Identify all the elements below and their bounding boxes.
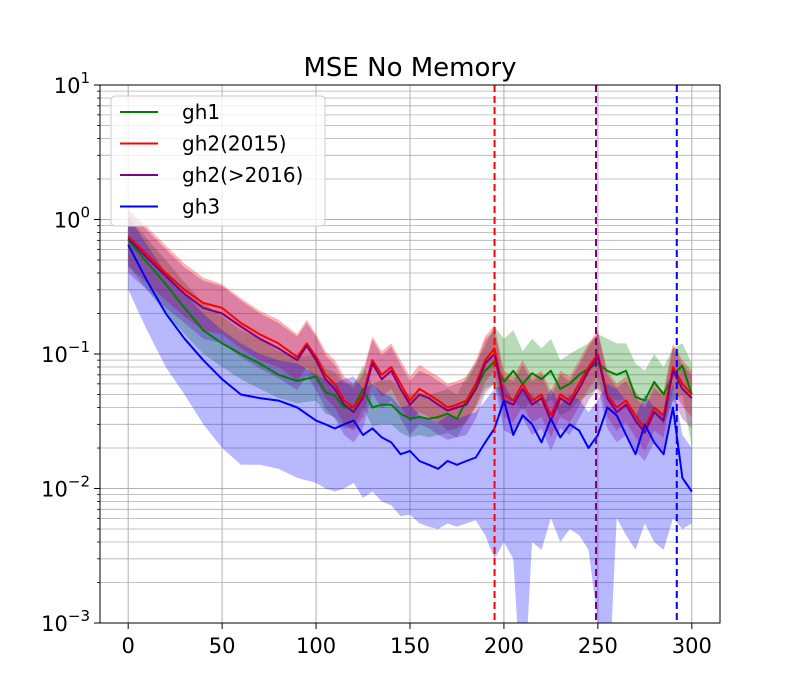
x-axis: 0 50 100 150 200 250 300: [121, 623, 712, 658]
x-tick-label: 200: [484, 634, 524, 658]
x-tick-label: 150: [390, 634, 430, 658]
vertical-markers: [493, 85, 678, 623]
legend-label: gh2(>2016): [182, 163, 303, 187]
series-lines: [127, 235, 693, 493]
x-tick-label: 50: [209, 634, 236, 658]
chart-title: MSE No Memory: [304, 53, 517, 83]
x-tick-label: 0: [121, 634, 134, 658]
legend-box: [110, 95, 326, 227]
band-gh1: [128, 216, 692, 448]
legend: gh1 gh2(2015) gh2(>2016) gh3: [110, 95, 326, 227]
confidence-bands: [128, 208, 692, 623]
legend-label: gh1: [182, 100, 220, 124]
line-gh1: [127, 239, 693, 420]
legend-label: gh3: [182, 195, 220, 219]
band-gh2(2015): [128, 208, 692, 451]
x-tick-label: 100: [296, 634, 336, 658]
x-tick-label: 250: [578, 634, 618, 658]
line-gh2(2015): [127, 235, 693, 430]
line-gh3: [127, 244, 693, 493]
band-gh3: [128, 216, 692, 623]
line-gh2(>2016): [127, 237, 693, 434]
legend-label: gh2(2015): [182, 132, 287, 156]
band-gh2(>2016): [128, 211, 692, 461]
x-tick-label: 300: [672, 634, 712, 658]
